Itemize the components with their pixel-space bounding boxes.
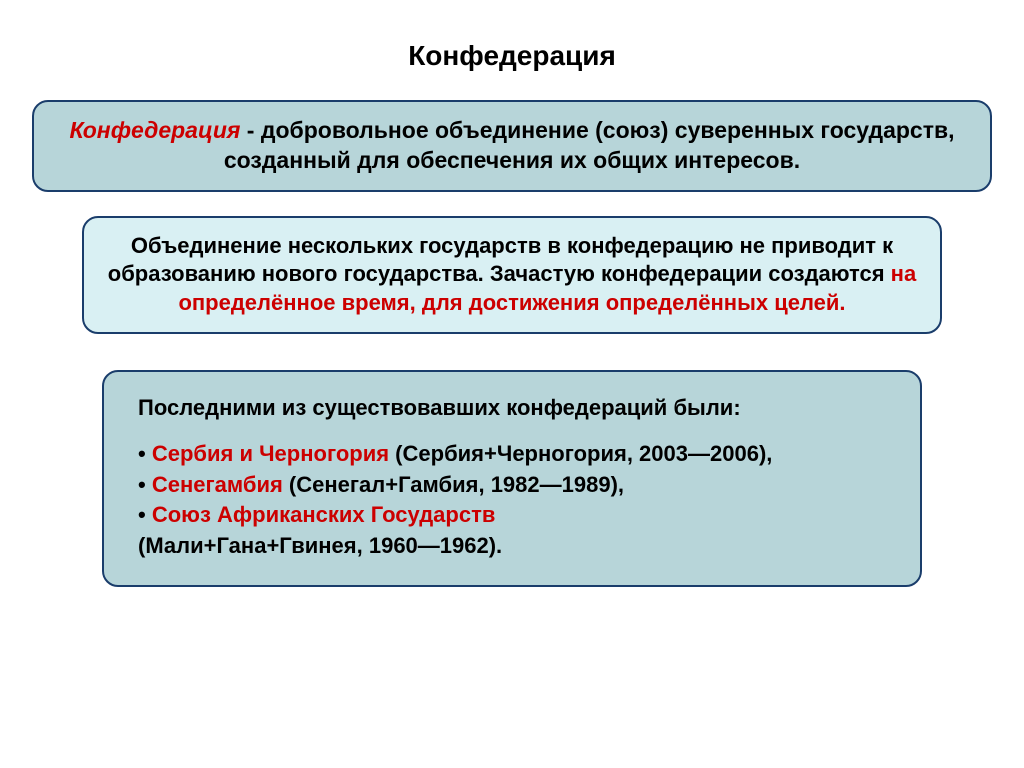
example-tail: (Мали+Гана+Гвинея, 1960—1962). <box>138 532 886 561</box>
example-detail: (Сенегал+Гамбия, 1982—1989), <box>283 472 624 497</box>
example-item: • Сенегамбия (Сенегал+Гамбия, 1982—1989)… <box>138 471 886 500</box>
example-item: • Союз Африканских Государств <box>138 501 886 530</box>
example-name: Сербия и Черногория <box>152 441 389 466</box>
examples-box: Последними из существовавших конфедераци… <box>102 370 922 587</box>
slide: Конфедерация Конфедерация - добровольное… <box>0 0 1024 768</box>
bullet-icon: • <box>138 502 152 527</box>
definition-term: Конфедерация <box>69 117 240 143</box>
example-name: Сенегамбия <box>152 472 283 497</box>
definition-text: - добровольное объединение (союз) сувере… <box>224 117 955 173</box>
example-item: • Сербия и Черногория (Сербия+Черногория… <box>138 440 886 469</box>
example-detail: (Сербия+Черногория, 2003—2006), <box>389 441 772 466</box>
examples-intro: Последними из существовавших конфедераци… <box>138 394 886 423</box>
bullet-icon: • <box>138 441 152 466</box>
slide-title: Конфедерация <box>20 40 1004 72</box>
bullet-icon: • <box>138 472 152 497</box>
definition-box: Конфедерация - добровольное объединение … <box>32 100 992 192</box>
example-name: Союз Африканских Государств <box>152 502 496 527</box>
explanation-box: Объединение нескольких государств в конф… <box>82 216 942 334</box>
explanation-text: Объединение нескольких государств в конф… <box>108 233 893 287</box>
